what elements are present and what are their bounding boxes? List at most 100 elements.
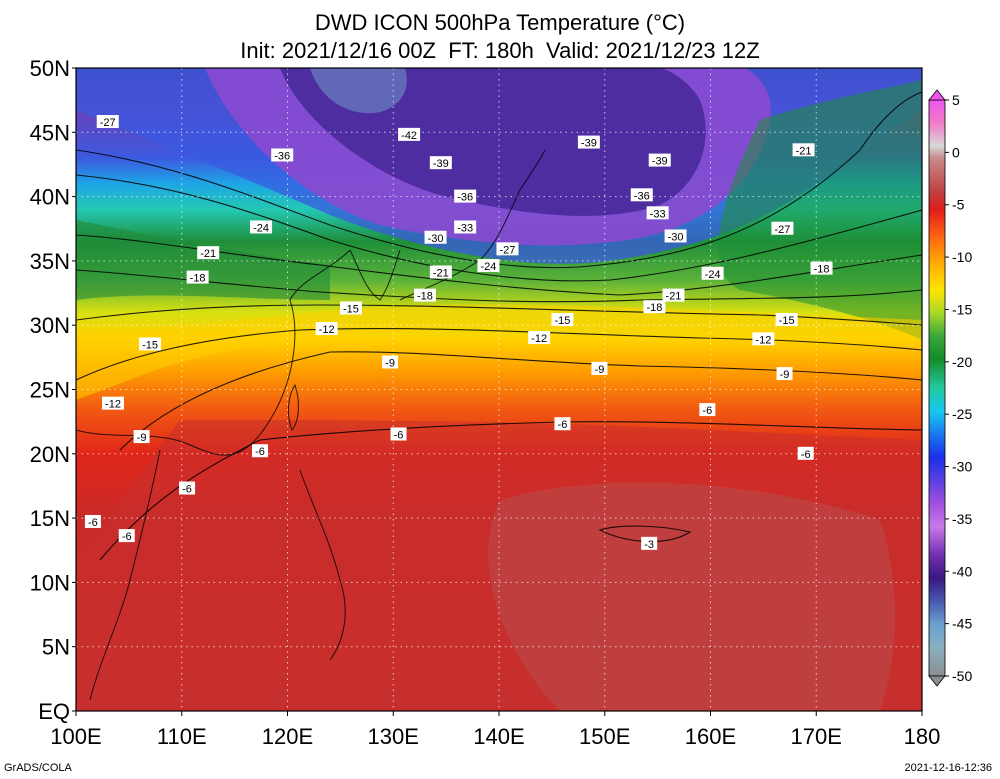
contour-label: -36 bbox=[634, 190, 650, 202]
lon-tick-label: 100E bbox=[50, 724, 101, 749]
contour-label: -24 bbox=[705, 269, 721, 281]
contour-label: -27 bbox=[774, 224, 790, 236]
colorbar-tick-label: -50 bbox=[952, 668, 972, 684]
colorbar-tick-label: -40 bbox=[952, 563, 972, 579]
contour-label: -24 bbox=[480, 261, 496, 273]
contour-label-bg bbox=[102, 396, 125, 410]
contour-label: -27 bbox=[500, 244, 516, 256]
contour-label-bg bbox=[577, 135, 600, 149]
contour-label-bg bbox=[118, 529, 135, 543]
yellow-band bbox=[76, 304, 922, 400]
colorbar-tick-label: -25 bbox=[952, 406, 972, 422]
contour-label-bg bbox=[390, 427, 407, 441]
colorbar-bottom-arrow bbox=[928, 675, 946, 687]
contour-label-bg bbox=[133, 430, 150, 444]
contour-label-bg bbox=[776, 367, 793, 381]
map-title: DWD ICON 500hPa Temperature (°C) bbox=[314, 10, 686, 35]
contour-label-bg bbox=[797, 446, 814, 460]
lat-tick-label: 25N bbox=[30, 378, 70, 403]
lat-tick-label: 35N bbox=[30, 249, 70, 274]
contour-label: -27 bbox=[100, 117, 116, 129]
contour-label: -39 bbox=[433, 158, 449, 170]
contour-label: -21 bbox=[796, 145, 812, 157]
contour-label: -21 bbox=[666, 291, 682, 303]
contour-label-bg bbox=[771, 221, 794, 235]
green-band-west bbox=[76, 220, 330, 300]
longitude-axis: 100E 110E 120E 130E 140E 150E 160E 170E 180 bbox=[50, 711, 940, 749]
map-subtitle: Init: 2021/12/16 00Z FT: 180h Valid: 202… bbox=[240, 38, 760, 63]
contour-label-bg bbox=[792, 143, 815, 157]
contour-label-bg bbox=[339, 301, 362, 315]
contour-label: -15 bbox=[343, 303, 359, 315]
contour-label: -9 bbox=[595, 364, 605, 376]
contour-label: -6 bbox=[558, 419, 568, 431]
contour-label-bg bbox=[591, 361, 608, 375]
contour-label-bg bbox=[398, 127, 421, 141]
lat-tick-label: 10N bbox=[30, 570, 70, 595]
contour-label: -15 bbox=[142, 339, 158, 351]
contour-label-bg bbox=[775, 313, 798, 327]
contour-label: -9 bbox=[385, 357, 395, 369]
contour-label: -36 bbox=[457, 192, 473, 204]
contour-label-bg bbox=[197, 246, 220, 260]
contour-label: -18 bbox=[646, 302, 662, 314]
colorbar: 5 0 -5 -10 -15 -20 -25 -30 -35 -40 -45 -50 bbox=[928, 89, 972, 687]
contour-line bbox=[76, 304, 922, 326]
colorbar-tick-label: -15 bbox=[952, 301, 972, 317]
contour-label-bg bbox=[429, 156, 452, 170]
contour-label-bg bbox=[701, 266, 724, 280]
contour-line bbox=[76, 91, 922, 269]
coastline-philippines bbox=[299, 469, 346, 661]
colorbar-tick-label: -35 bbox=[952, 511, 972, 527]
lat-tick-label: 45N bbox=[30, 120, 70, 145]
lon-tick-label: 110E bbox=[157, 724, 207, 749]
contour-label-bg bbox=[528, 331, 551, 345]
contour-label-group: -27-36-42-39-39-39-21-36-33-30-27-24-36-… bbox=[84, 115, 833, 551]
colorbar-labels: 5 0 -5 -10 -15 -20 -25 -30 -35 -40 -45 -50 bbox=[945, 92, 972, 684]
contour-label-bg bbox=[496, 242, 519, 256]
contour-label-bg bbox=[315, 322, 338, 336]
contour-label-bg bbox=[250, 220, 273, 234]
contour-label-bg bbox=[662, 288, 685, 302]
contour-label-bg bbox=[382, 355, 399, 369]
coastline-indochina bbox=[89, 449, 161, 701]
colorbar-tick-label: -45 bbox=[952, 616, 972, 632]
contour-label: -3 bbox=[644, 539, 654, 551]
latitude-axis: EQ 5N 10N 15N 20N 25N 30N 35N 40N 45N 50N bbox=[30, 56, 76, 724]
coastline-korea bbox=[349, 249, 401, 301]
contour-label-bg bbox=[179, 481, 196, 495]
colorbar-tick-label: -10 bbox=[952, 249, 972, 265]
contour-label: -6 bbox=[88, 517, 98, 529]
contour-label: -24 bbox=[253, 222, 269, 234]
map-area bbox=[76, 68, 922, 711]
lat-tick-label: 30N bbox=[30, 313, 70, 338]
contour-label: -33 bbox=[457, 222, 473, 234]
colorbar-top-arrow bbox=[928, 89, 946, 101]
colorbar-tick-label: -5 bbox=[952, 197, 965, 213]
contour-label: -15 bbox=[554, 315, 570, 327]
contour-line bbox=[76, 174, 922, 282]
contour-label-bg bbox=[554, 417, 571, 431]
lat-tick-label: 40N bbox=[30, 185, 70, 210]
contour-label-bg bbox=[454, 220, 477, 234]
contour-label-bg bbox=[752, 332, 775, 346]
contour-label-bg bbox=[648, 153, 671, 167]
contour-label: -39 bbox=[652, 156, 668, 168]
contour-label: -18 bbox=[814, 264, 830, 276]
contour-label: -12 bbox=[755, 334, 771, 346]
contour-label-bg bbox=[664, 229, 687, 243]
contour-label-bg bbox=[271, 148, 294, 162]
contour-label: -6 bbox=[255, 446, 265, 458]
contour-label: -42 bbox=[401, 130, 417, 142]
lon-tick-label: 150E bbox=[579, 724, 630, 749]
contour-label-bg bbox=[646, 206, 669, 220]
contour-label-bg bbox=[699, 403, 716, 417]
contour-label-bg bbox=[96, 115, 119, 129]
contour-label: -6 bbox=[122, 531, 132, 543]
contour-label: -6 bbox=[702, 405, 712, 417]
contour-label: -18 bbox=[417, 291, 433, 303]
coastline-japan bbox=[399, 149, 546, 301]
lon-tick-label: 120E bbox=[262, 724, 313, 749]
timestamp-label: 2021-12-16-12:36 bbox=[904, 762, 992, 774]
colorbar-tick-label: 0 bbox=[952, 144, 960, 160]
